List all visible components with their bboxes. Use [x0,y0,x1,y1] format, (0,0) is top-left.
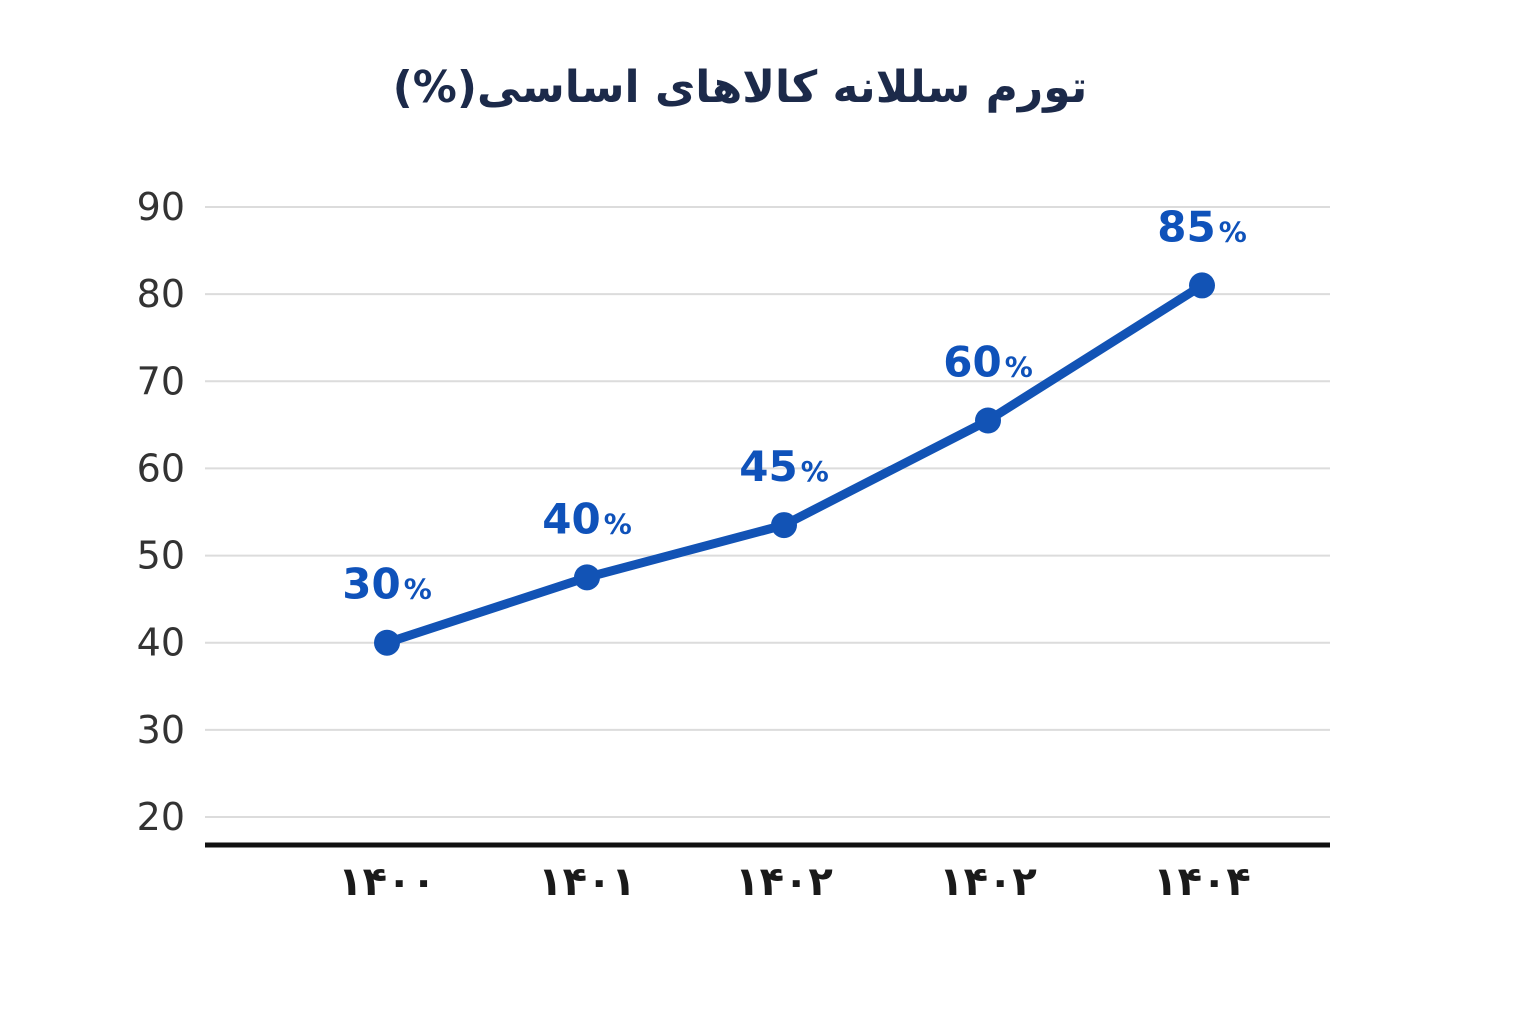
y-tick-label: 80 [137,272,185,316]
data-label: 85% [1157,202,1247,251]
x-tick-label: ۱۴۰۴ [1153,859,1251,905]
y-tick-label: 60 [137,446,185,490]
y-tick-label: 20 [137,795,185,839]
y-tick-label: 90 [137,185,185,229]
y-axis-tick-labels: 90 80 70 60 50 40 30 20 [137,185,185,839]
y-tick-label: 40 [137,621,185,665]
x-axis-tick-labels: ۱۴۰۰ ۱۴۰۱ ۱۴۰۲ ۱۴۰۲ ۱۴۰۴ [338,859,1251,905]
data-point [1189,272,1215,299]
data-label: 45% [739,442,829,491]
data-labels: 30 % 40 % 45 % 60 % 85% [342,202,1247,608]
data-point [975,407,1001,434]
data-point [374,629,400,656]
y-tick-label: 50 [137,534,185,578]
data-label: 40% [542,494,632,543]
chart-title: تورم سللانه کالاهای اساسی(%) [392,62,1088,113]
y-tick-label: 70 [137,359,185,403]
x-tick-label: ۱۴۰۰ [338,859,436,905]
data-points [374,272,1215,656]
data-point [771,512,797,539]
x-tick-label: ۱۴۰۱ [538,859,636,905]
data-label: 30% [342,560,432,609]
data-point [574,564,600,591]
gridlines [205,206,1330,818]
x-tick-label: ۱۴۰۲ [939,859,1037,905]
data-label: 60% [943,338,1033,387]
y-tick-label: 30 [137,708,185,752]
x-tick-label: ۱۴۰۲ [735,859,833,905]
